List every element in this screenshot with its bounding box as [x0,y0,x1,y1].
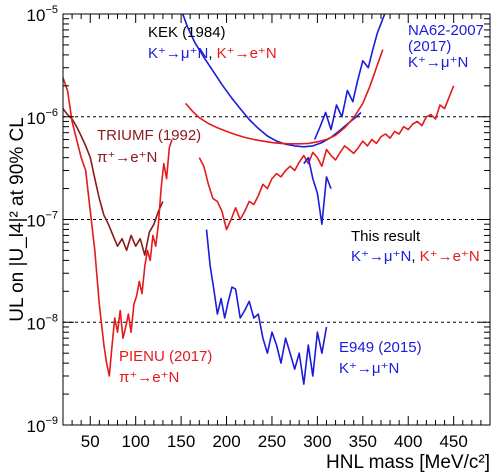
tick-labels: 50 100 150 200 250 300 350 400 450 10−9 10−8 10−7 10… [27,4,468,451]
y-tick-label: 10−8 [27,312,58,333]
series-line-6 [63,108,164,256]
annotation-7: This result [351,228,421,245]
y-tick-label: 10−5 [27,4,58,25]
y-tick-label: 10−9 [27,415,58,436]
x-tick-label: 350 [349,432,377,451]
annotation-10: π⁺→e⁺N [119,369,179,386]
annotation-2: NA62-2007 [408,22,484,39]
annotation-12: K⁺→μ⁺N [339,360,399,377]
annotation-6: π⁺→e⁺N [97,149,157,166]
annotation-3: (2017) [408,38,451,55]
series-line-0 [181,14,362,148]
x-tick-label: 400 [394,432,422,451]
series-line-5 [303,156,332,225]
annotations: KEK (1984)K⁺→μ⁺N, K⁺→e⁺NNA62-2007(2017)K… [97,22,484,386]
annotation-11: E949 (2015) [339,339,422,356]
series-line-4 [198,85,455,231]
annotation-1: K⁺→μ⁺N, K⁺→e⁺N [148,45,277,62]
x-tick-label: 100 [121,432,149,451]
series-group [63,14,455,385]
annotation-0: KEK (1984) [148,24,226,41]
y-tick-label: 10−7 [27,210,58,231]
series-line-1 [184,49,384,145]
series-line-2 [313,14,386,140]
y-axis-label: UL on |U_l4|² at 90% CL [7,117,28,322]
y-tick-label: 10−6 [27,107,58,128]
x-tick-label: 200 [212,432,240,451]
x-tick-label: 300 [303,432,331,451]
reference-lines [63,116,490,323]
annotation-9: PIENU (2017) [119,348,212,365]
series-line-3 [205,229,328,385]
x-axis-label: HNL mass [MeV/c²] [326,452,490,472]
annotation-5: TRIUMF (1992) [97,127,201,144]
x-tick-label: 250 [258,432,286,451]
x-tick-label: 450 [439,432,467,451]
series-line-7 [63,77,173,377]
annotation-8: K⁺→μ⁺N, K⁺→e⁺N [351,248,480,265]
annotation-4: K⁺→μ⁺N [408,54,468,71]
axis-ticks [62,14,491,426]
x-tick-label: 50 [81,432,100,451]
x-tick-label: 150 [167,432,195,451]
